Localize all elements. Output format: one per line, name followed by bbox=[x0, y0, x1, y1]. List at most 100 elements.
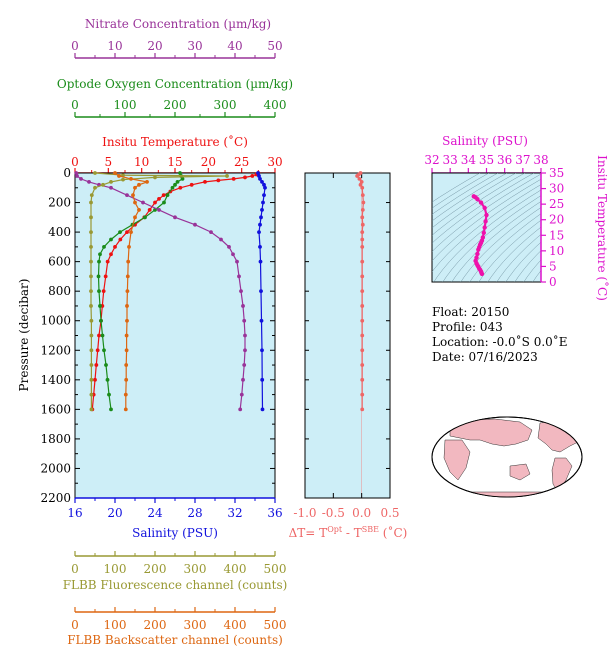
backscatter-axis-tick-label: 400 bbox=[224, 618, 247, 632]
ts-density-contour bbox=[432, 173, 517, 229]
backscatter-point bbox=[124, 333, 129, 338]
insitu-temperature-point bbox=[178, 185, 183, 190]
salinity-point bbox=[258, 177, 262, 181]
oxygen-point bbox=[175, 179, 180, 184]
oxygen-axis-tick-label: 300 bbox=[214, 98, 237, 112]
fluorescence-point bbox=[89, 304, 93, 308]
salinity-point bbox=[263, 185, 267, 190]
salinity-point bbox=[260, 348, 264, 353]
backscatter-point bbox=[124, 348, 129, 353]
fluorescence-point bbox=[89, 333, 94, 338]
nitrate-point bbox=[141, 200, 145, 205]
salinity-bottom-axis-tick-label: 36 bbox=[267, 506, 282, 520]
backscatter-axis-tick-label: 200 bbox=[144, 618, 167, 632]
backscatter-point bbox=[125, 289, 130, 294]
delta-t-point bbox=[359, 179, 364, 184]
ts-density-contours bbox=[432, 173, 541, 282]
fluorescence-point bbox=[89, 363, 94, 367]
nitrate-point bbox=[235, 259, 239, 264]
salinity-point bbox=[256, 171, 260, 175]
nitrate-point bbox=[79, 177, 83, 181]
ts-point bbox=[483, 219, 488, 224]
insitu-temperature-point bbox=[231, 177, 236, 181]
salinity-point bbox=[259, 215, 263, 220]
insitu-temperature-point bbox=[250, 174, 255, 178]
ts-salinity-tick-label: 35 bbox=[479, 153, 494, 167]
salinity-point bbox=[262, 182, 266, 187]
ts-temperature-tick-label: 25 bbox=[549, 197, 564, 211]
pressure-axis-tick-label: 800 bbox=[48, 284, 71, 298]
fluorescence-point bbox=[89, 259, 93, 264]
info-date: Date: 07/16/2023 bbox=[432, 350, 538, 364]
oxygen-point bbox=[178, 171, 182, 175]
ts-temperature-label: Insitu Temperature (˚C) bbox=[595, 155, 609, 301]
oxygen-point bbox=[170, 185, 175, 190]
backscatter-point bbox=[125, 274, 130, 279]
insitu-temperature-point bbox=[97, 333, 101, 338]
oxygen-point bbox=[99, 318, 103, 323]
delta-t-plot-area bbox=[304, 172, 391, 499]
pressure-axis-tick-label: 2000 bbox=[40, 461, 71, 475]
oxygen-point bbox=[143, 215, 147, 220]
temperature-axis-tick-label: 30 bbox=[267, 155, 282, 169]
oxygen-axis-label: Optode Oxygen Concentration (µm/kg) bbox=[57, 77, 293, 91]
backscatter-point bbox=[113, 171, 117, 175]
nitrate-point bbox=[173, 215, 177, 220]
backscatter-point bbox=[123, 407, 128, 412]
salinity-point bbox=[260, 377, 265, 382]
ts-density-contour bbox=[532, 270, 541, 282]
pressure-axis-tick-label: 1800 bbox=[40, 432, 71, 446]
backscatter-axis-tick-label: 500 bbox=[264, 618, 287, 632]
backscatter-point bbox=[137, 182, 141, 187]
fluorescence-point bbox=[89, 193, 94, 198]
salinity-point bbox=[259, 289, 263, 294]
delta-t-axis-tick-label: -0.5 bbox=[322, 506, 345, 520]
insitu-temperature-point bbox=[243, 175, 247, 180]
pressure-axis-tick-label: 1200 bbox=[40, 343, 71, 357]
salinity-bottom-axis: 16 20 24 28 32 36 bbox=[67, 497, 283, 520]
oxygen-point bbox=[97, 259, 101, 264]
oxygen-point bbox=[98, 304, 102, 308]
ts-temperature-tick-label: 30 bbox=[549, 182, 564, 196]
delta-t-point bbox=[360, 259, 365, 264]
oxygen-point bbox=[96, 274, 101, 279]
ts-point bbox=[481, 230, 486, 235]
nitrate-point bbox=[74, 171, 79, 175]
salinity-point bbox=[257, 230, 261, 234]
ts-density-contour bbox=[478, 219, 541, 282]
delta-t-point bbox=[360, 185, 365, 190]
delta-t-point bbox=[355, 174, 360, 178]
backscatter-point bbox=[133, 215, 137, 220]
nitrate-point bbox=[243, 333, 247, 338]
ts-density-contour bbox=[460, 207, 541, 282]
temperature-axis-tick-label: 0 bbox=[71, 155, 79, 169]
ts-salinity-label: Salinity (PSU) bbox=[442, 134, 528, 148]
oxygen-point bbox=[180, 177, 185, 181]
nitrate-point bbox=[75, 174, 79, 178]
ts-temperature-tick-label: 10 bbox=[549, 244, 564, 258]
ts-density-contour bbox=[432, 173, 526, 236]
ts-density-contour bbox=[432, 173, 481, 203]
oxygen-point bbox=[105, 377, 110, 382]
delta-t-point bbox=[360, 348, 365, 353]
ts-temperature-tick-label: 35 bbox=[549, 166, 564, 180]
fluorescence-point bbox=[89, 377, 94, 382]
fluorescence-line bbox=[90, 172, 228, 410]
info-profile: Profile: 043 bbox=[432, 320, 503, 334]
pressure-axis-tick-label: 2200 bbox=[40, 491, 71, 505]
nitrate-axis-tick-label: 20 bbox=[147, 39, 162, 53]
pressure-axis-label: Pressure (decibar) bbox=[17, 279, 31, 392]
oxygen-point bbox=[102, 348, 106, 353]
salinity-bottom-axis-tick-label: 28 bbox=[187, 506, 202, 520]
delta-t-point bbox=[360, 244, 365, 249]
map-border bbox=[431, 416, 583, 498]
salinity-point bbox=[260, 208, 264, 212]
delta-t-point bbox=[360, 230, 365, 234]
ts-point bbox=[482, 225, 487, 230]
delta-t-point bbox=[360, 318, 365, 323]
insitu-temperature-point bbox=[103, 274, 108, 279]
world-map bbox=[431, 416, 583, 498]
delta-t-label-sup2: SBE bbox=[362, 525, 379, 534]
nitrate-point bbox=[242, 363, 247, 367]
